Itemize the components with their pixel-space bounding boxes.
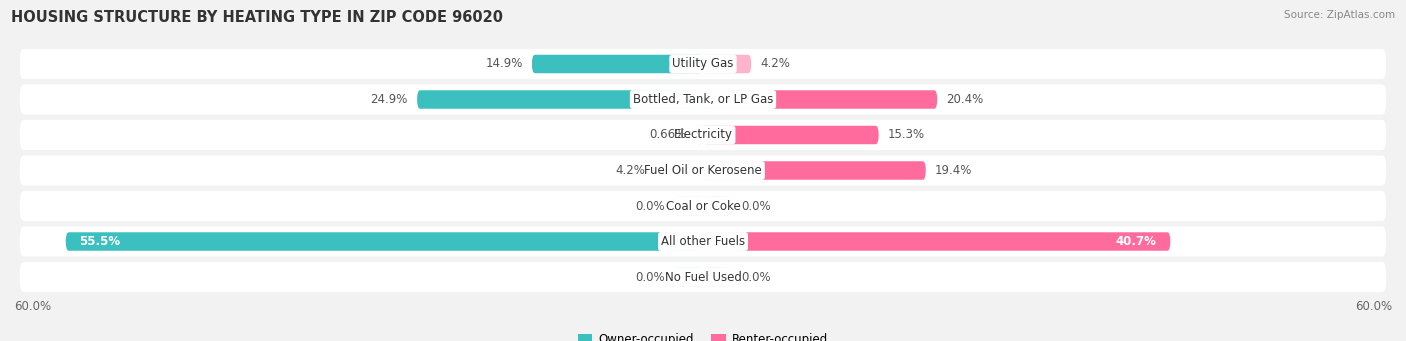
FancyBboxPatch shape (20, 226, 1386, 256)
FancyBboxPatch shape (703, 197, 731, 215)
Text: Bottled, Tank, or LP Gas: Bottled, Tank, or LP Gas (633, 93, 773, 106)
FancyBboxPatch shape (20, 191, 1386, 221)
Text: 15.3%: 15.3% (887, 129, 925, 142)
Text: Electricity: Electricity (673, 129, 733, 142)
FancyBboxPatch shape (703, 268, 731, 286)
FancyBboxPatch shape (20, 262, 1386, 292)
FancyBboxPatch shape (531, 55, 703, 73)
Text: 60.0%: 60.0% (14, 300, 51, 313)
FancyBboxPatch shape (703, 90, 938, 109)
Text: All other Fuels: All other Fuels (661, 235, 745, 248)
Text: 19.4%: 19.4% (935, 164, 973, 177)
FancyBboxPatch shape (675, 197, 703, 215)
Text: 0.0%: 0.0% (636, 270, 665, 283)
Text: 0.0%: 0.0% (741, 270, 770, 283)
FancyBboxPatch shape (655, 161, 703, 180)
FancyBboxPatch shape (703, 232, 1170, 251)
FancyBboxPatch shape (20, 49, 1386, 79)
Text: 55.5%: 55.5% (80, 235, 121, 248)
Text: 24.9%: 24.9% (371, 93, 408, 106)
FancyBboxPatch shape (20, 85, 1386, 115)
Text: Utility Gas: Utility Gas (672, 58, 734, 71)
FancyBboxPatch shape (20, 120, 1386, 150)
Text: 20.4%: 20.4% (946, 93, 984, 106)
Text: 0.0%: 0.0% (741, 199, 770, 212)
FancyBboxPatch shape (703, 126, 879, 144)
Text: 60.0%: 60.0% (1355, 300, 1392, 313)
FancyBboxPatch shape (703, 55, 751, 73)
FancyBboxPatch shape (675, 268, 703, 286)
Text: 0.66%: 0.66% (650, 129, 686, 142)
Text: No Fuel Used: No Fuel Used (665, 270, 741, 283)
FancyBboxPatch shape (66, 232, 703, 251)
Text: 4.2%: 4.2% (761, 58, 790, 71)
Text: 14.9%: 14.9% (485, 58, 523, 71)
Text: Coal or Coke: Coal or Coke (665, 199, 741, 212)
Text: HOUSING STRUCTURE BY HEATING TYPE IN ZIP CODE 96020: HOUSING STRUCTURE BY HEATING TYPE IN ZIP… (11, 10, 503, 25)
Text: 0.0%: 0.0% (636, 199, 665, 212)
FancyBboxPatch shape (696, 126, 703, 144)
FancyBboxPatch shape (703, 161, 925, 180)
Text: Fuel Oil or Kerosene: Fuel Oil or Kerosene (644, 164, 762, 177)
Text: 40.7%: 40.7% (1116, 235, 1157, 248)
FancyBboxPatch shape (20, 155, 1386, 186)
Legend: Owner-occupied, Renter-occupied: Owner-occupied, Renter-occupied (574, 329, 832, 341)
FancyBboxPatch shape (418, 90, 703, 109)
Text: Source: ZipAtlas.com: Source: ZipAtlas.com (1284, 10, 1395, 20)
Text: 4.2%: 4.2% (616, 164, 645, 177)
